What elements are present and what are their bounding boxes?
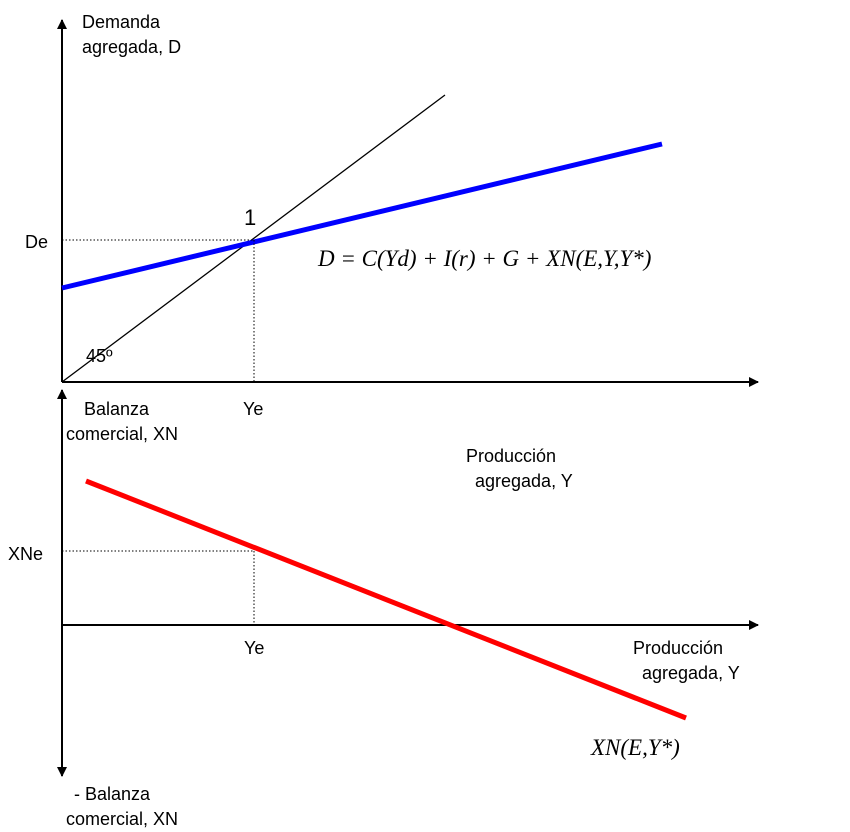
lower-y-axis-label-top: Balanza comercial, XN xyxy=(66,399,178,444)
forty-five-degree-line xyxy=(61,94,446,383)
demand-equation: D = C(Yd) + I(r) + G + XN(E,Y,Y*) xyxy=(317,246,651,271)
lower-y-axis-label-bottom: - Balanza comercial, XN xyxy=(66,784,178,829)
trade-balance-line xyxy=(85,478,687,721)
aggregate-demand-line xyxy=(61,141,663,291)
upper-y-axis-label: Demanda agregada, D xyxy=(82,12,181,57)
lower-x-axis-label: Producción agregada, Y xyxy=(633,638,740,683)
xne-label: XNe xyxy=(8,544,43,564)
upper-panel: Demanda agregada, D 1 De 45º Ye D = C(Yd… xyxy=(25,12,759,491)
upper-x-axis-label: Producción agregada, Y xyxy=(466,446,573,491)
equilibrium-point-label: 1 xyxy=(244,205,256,230)
lower-panel: Balanza comercial, XN XNe Ye Producción … xyxy=(8,389,759,829)
de-label: De xyxy=(25,232,48,252)
trade-balance-equation: XN(E,Y*) xyxy=(590,735,680,760)
angle-label: 45º xyxy=(86,346,113,366)
lower-ye-label: Ye xyxy=(244,638,264,658)
upper-ye-label: Ye xyxy=(243,399,263,419)
